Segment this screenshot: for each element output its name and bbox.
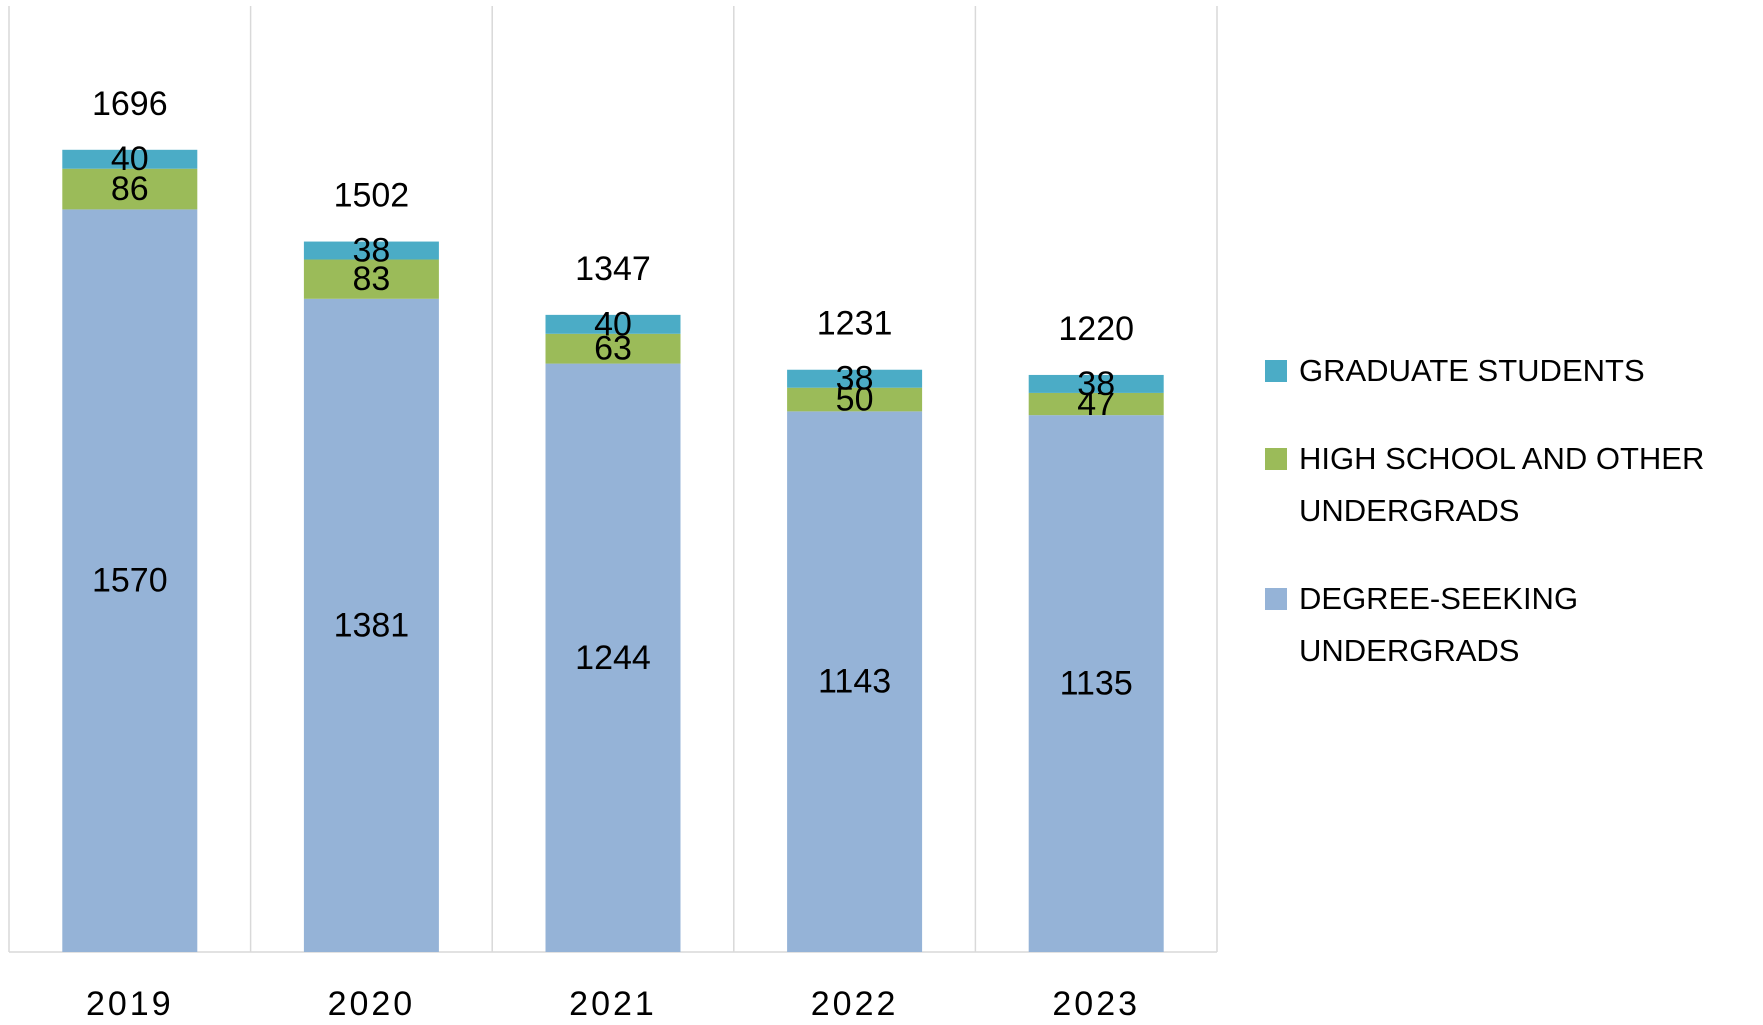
data-label: 83 (352, 260, 390, 298)
legend-item: DEGREE-SEEKING UNDERGRADS (1265, 573, 1755, 677)
legend-label: DEGREE-SEEKING UNDERGRADS (1299, 581, 1579, 668)
bar-segment (1028, 374, 1164, 393)
bar-segment (303, 241, 439, 260)
bar-segment (787, 387, 923, 412)
data-label: 40 (111, 140, 149, 178)
data-label: 1570 (92, 562, 168, 600)
bar-segment (545, 363, 681, 952)
legend-swatch (1265, 588, 1287, 610)
total-label: 1347 (575, 250, 651, 288)
data-label: 38 (1077, 365, 1115, 403)
data-label: 38 (836, 360, 874, 398)
x-tick-label: 2020 (328, 985, 416, 1023)
bar-segment (1028, 415, 1164, 952)
legend-swatch (1265, 448, 1287, 470)
legend: GRADUATE STUDENTS HIGH SCHOOL AND OTHER U… (1265, 345, 1755, 713)
data-label: 40 (594, 305, 632, 343)
bar-segment (303, 298, 439, 952)
data-label: 1381 (334, 606, 410, 644)
bar-segment (545, 333, 681, 364)
legend-swatch (1265, 360, 1287, 382)
bar-segment (787, 369, 923, 388)
x-tick-label: 2021 (569, 985, 657, 1023)
total-label: 1502 (334, 177, 410, 215)
legend-label: GRADUATE STUDENTS (1299, 353, 1645, 388)
legend-item: HIGH SCHOOL AND OTHER UNDERGRADS (1265, 433, 1755, 537)
bar-segment (303, 259, 439, 299)
data-label: 1244 (575, 639, 651, 677)
bar-segment (1028, 392, 1164, 416)
legend-label: HIGH SCHOOL AND OTHER UNDERGRADS (1299, 441, 1705, 528)
total-label: 1231 (817, 305, 893, 343)
x-tick-label: 2022 (811, 985, 899, 1023)
total-label: 1696 (92, 85, 168, 123)
bar-segment (62, 209, 198, 952)
x-tick-label: 2019 (86, 985, 174, 1023)
x-tick-label: 2023 (1052, 985, 1140, 1023)
data-label: 1143 (818, 663, 891, 701)
data-label: 1135 (1060, 665, 1133, 703)
bar-segment (787, 411, 923, 953)
data-label: 86 (111, 170, 149, 208)
total-label: 1220 (1058, 310, 1134, 348)
bar-segment (545, 314, 681, 334)
bar-segment (62, 149, 198, 169)
data-label: 38 (352, 232, 390, 270)
bar-segment (62, 168, 198, 210)
legend-item: GRADUATE STUDENTS (1265, 345, 1755, 397)
data-label: 63 (594, 330, 632, 368)
